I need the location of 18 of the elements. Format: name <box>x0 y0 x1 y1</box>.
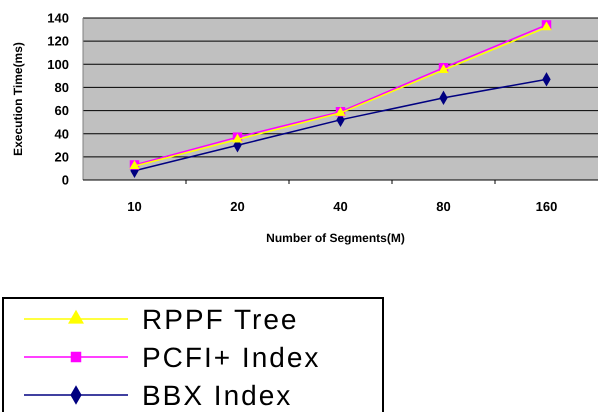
x-tick-label: 160 <box>536 199 558 214</box>
y-tick-label: 100 <box>47 56 69 72</box>
y-tick-label: 140 <box>47 10 69 26</box>
legend-label: BBX Index <box>142 380 292 411</box>
x-axis-title: Number of Segments(M) <box>266 231 405 245</box>
x-tick-label: 80 <box>436 199 451 214</box>
y-tick-label: 40 <box>54 126 69 142</box>
x-tick-label: 20 <box>230 199 245 214</box>
y-tick-label: 0 <box>62 172 69 188</box>
y-tick-label: 60 <box>54 103 69 118</box>
x-tick-label: 10 <box>127 199 142 214</box>
y-axis-title: Execution Time(ms) <box>11 42 25 156</box>
legend-label: RPPF Tree <box>142 304 298 335</box>
legend-label: PCFI+ Index <box>142 342 320 373</box>
y-tick-label: 120 <box>47 34 69 49</box>
y-tick-label: 20 <box>54 149 69 164</box>
x-tick-label: 40 <box>333 199 348 214</box>
y-tick-label: 80 <box>54 80 69 95</box>
